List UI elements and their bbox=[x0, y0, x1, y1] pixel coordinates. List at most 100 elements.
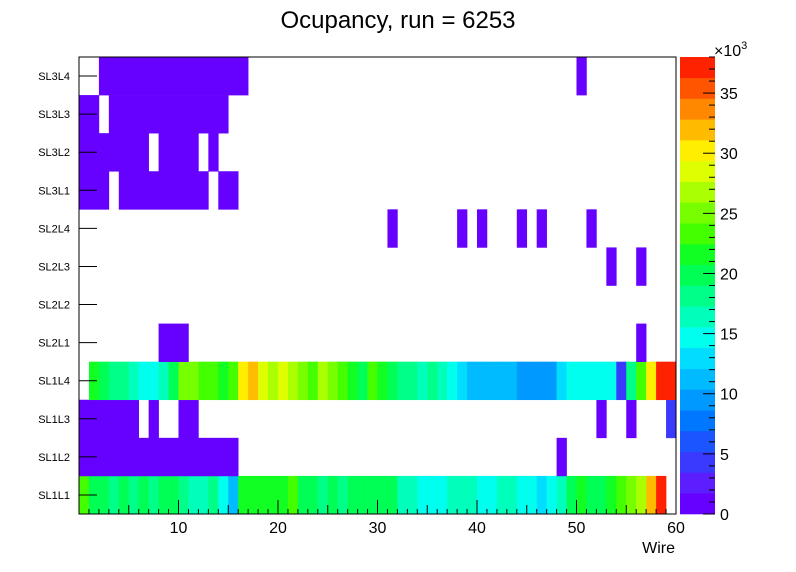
heatmap-cell bbox=[506, 475, 518, 515]
heatmap-cell bbox=[427, 475, 438, 515]
y-category-label: SL1L2 bbox=[38, 452, 70, 464]
heatmap-cell bbox=[98, 475, 110, 515]
heatmap-cell bbox=[238, 361, 249, 401]
heatmap-cell bbox=[387, 475, 398, 515]
heatmap-cell bbox=[108, 95, 229, 134]
heatmap-cell bbox=[278, 361, 289, 401]
heatmap-cells bbox=[79, 57, 677, 515]
y-category-label: SL1L4 bbox=[38, 376, 70, 388]
heatmap-cell bbox=[516, 209, 528, 248]
heatmap-cell bbox=[467, 361, 478, 401]
heatmap-cell bbox=[268, 475, 279, 515]
heatmap-cell bbox=[636, 475, 647, 515]
heatmap-cell bbox=[536, 361, 547, 401]
heatmap-cell bbox=[656, 361, 667, 401]
colorbar-swatch bbox=[680, 493, 715, 515]
heatmap-cell bbox=[417, 475, 428, 515]
colorbar-swatch bbox=[680, 451, 715, 473]
heatmap-cell bbox=[556, 437, 567, 477]
heatmap-cell bbox=[477, 209, 488, 248]
colorbar-swatch bbox=[680, 410, 715, 432]
heatmap-cell bbox=[377, 361, 388, 401]
heatmap-cell bbox=[297, 475, 309, 515]
heatmap-cell bbox=[646, 475, 657, 515]
y-category-label: SL3L2 bbox=[38, 147, 70, 159]
heatmap-cell bbox=[506, 361, 518, 401]
x-tick-label: 40 bbox=[468, 520, 486, 537]
y-category-label: SL2L2 bbox=[38, 300, 70, 312]
heatmap-cell bbox=[258, 475, 269, 515]
heatmap-cell bbox=[218, 171, 239, 210]
colorbar-swatch bbox=[680, 202, 715, 224]
heatmap-cell bbox=[467, 475, 478, 515]
heatmap-cell bbox=[516, 361, 528, 401]
colorbar-swatch bbox=[680, 119, 715, 141]
heatmap-cell bbox=[287, 361, 299, 401]
heatmap-cell bbox=[397, 361, 408, 401]
colorbar-tick-label: 30 bbox=[720, 146, 738, 163]
heatmap-cell bbox=[138, 361, 149, 401]
heatmap-cell bbox=[357, 361, 368, 401]
heatmap-cell bbox=[367, 361, 378, 401]
heatmap-cell bbox=[636, 247, 647, 286]
heatmap-cell bbox=[566, 361, 577, 401]
heatmap-cell bbox=[158, 361, 169, 401]
heatmap-cell bbox=[526, 475, 537, 515]
heatmap-cell bbox=[98, 361, 110, 401]
heatmap-cell bbox=[646, 361, 657, 401]
heatmap-cell bbox=[118, 361, 130, 401]
heatmap-cell bbox=[138, 475, 149, 515]
heatmap-cell bbox=[586, 209, 597, 248]
heatmap-cell bbox=[377, 475, 388, 515]
heatmap-cell bbox=[148, 475, 159, 515]
x-axis-label: Wire bbox=[642, 540, 675, 557]
x-axis: 10 20 30 40 50 60 bbox=[78, 500, 685, 537]
heatmap-cell bbox=[596, 399, 607, 439]
colorbar-swatch bbox=[680, 306, 715, 328]
heatmap-cell bbox=[108, 361, 120, 401]
heatmap-cell bbox=[248, 475, 259, 515]
y-category-label: SL3L1 bbox=[38, 185, 70, 197]
colorbar-swatch bbox=[680, 368, 715, 390]
colorbar-swatch bbox=[680, 285, 715, 307]
heatmap-cell bbox=[586, 475, 597, 515]
heatmap-cell bbox=[238, 475, 249, 515]
heatmap-cell bbox=[626, 399, 637, 439]
colorbar-tick-label: 5 bbox=[720, 447, 729, 464]
heatmap-cell bbox=[327, 361, 338, 401]
heatmap-cell bbox=[198, 475, 209, 515]
heatmap-cell bbox=[387, 209, 398, 248]
heatmap-cell bbox=[417, 361, 428, 401]
x-tick-label: 10 bbox=[170, 520, 188, 537]
heatmap-cell bbox=[576, 361, 587, 401]
colorbar-swatch bbox=[680, 98, 715, 120]
heatmap-cell bbox=[317, 361, 329, 401]
colorbar-tick-label: 35 bbox=[720, 86, 738, 103]
colorbar-swatch bbox=[680, 57, 715, 79]
heatmap-cell bbox=[367, 475, 378, 515]
heatmap-cell bbox=[666, 399, 677, 439]
colorbar-swatch bbox=[680, 140, 715, 162]
heatmap-cell bbox=[576, 475, 587, 515]
heatmap-cell bbox=[516, 475, 528, 515]
heatmap-cell bbox=[208, 361, 219, 401]
colorbar-swatch bbox=[680, 223, 715, 245]
heatmap-cell bbox=[218, 475, 229, 515]
heatmap-cell bbox=[616, 475, 627, 515]
heatmap-cell bbox=[636, 323, 647, 362]
heatmap-cell bbox=[287, 475, 299, 515]
heatmap-cell bbox=[168, 361, 179, 401]
heatmap-cell bbox=[546, 361, 557, 401]
heatmap-cell bbox=[128, 475, 139, 515]
heatmap-cell bbox=[278, 475, 289, 515]
heatmap-cell bbox=[148, 361, 159, 401]
heatmap-cell bbox=[178, 399, 199, 439]
heatmap-cell bbox=[407, 475, 418, 515]
heatmap-cell bbox=[158, 475, 169, 515]
colorbar-exponent: ×103 bbox=[714, 40, 747, 60]
heatmap-cell bbox=[178, 361, 189, 401]
heatmap-cell bbox=[496, 475, 508, 515]
heatmap-cell bbox=[606, 475, 617, 515]
heatmap-cell bbox=[437, 475, 448, 515]
